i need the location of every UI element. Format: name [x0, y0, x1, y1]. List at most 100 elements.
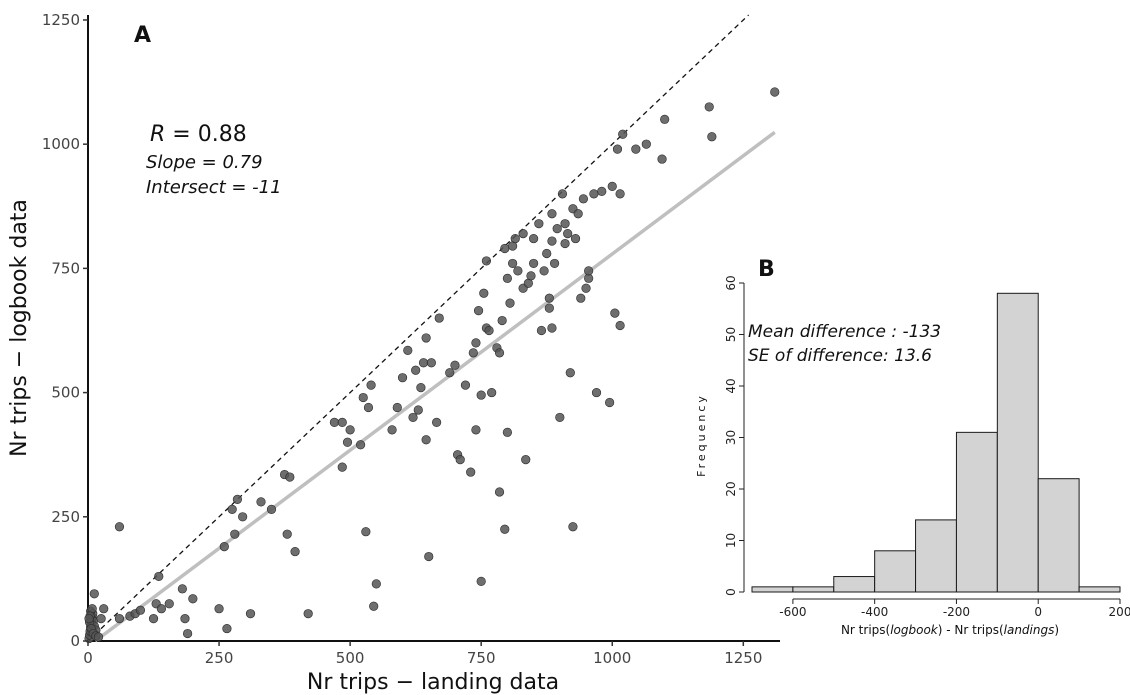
histogram-y-tick-label: 10	[724, 533, 738, 548]
scatter-point	[363, 402, 374, 413]
scatter-y-tick-label: 1250	[42, 11, 80, 29]
scatter-point	[424, 551, 434, 562]
histogram-y-tick-label: 0	[724, 588, 738, 596]
scatter-point	[497, 315, 507, 326]
scatter-point	[534, 219, 544, 229]
scatter-point	[631, 144, 641, 154]
histogram-x-title-logbook: logbook	[890, 623, 939, 637]
scatter-point	[610, 308, 620, 318]
scatter-point	[502, 427, 512, 437]
scatter-point	[547, 236, 557, 246]
scatter-point	[549, 258, 560, 269]
scatter-point	[544, 293, 554, 303]
histogram-x-title-part2: ) - Nr trips(	[938, 623, 1004, 637]
histogram-y-tick-label: 20	[724, 481, 738, 496]
scatter-point	[508, 258, 518, 269]
scatter-point	[214, 604, 224, 614]
scatter-point	[505, 298, 515, 308]
scatter-y-axis-title: Nr trips − logbook data	[7, 199, 32, 457]
se-difference-annotation: SE of difference: 13.6	[748, 346, 932, 366]
scatter-point	[500, 524, 510, 534]
scatter-point	[660, 114, 670, 124]
scatter-point	[392, 402, 402, 413]
scatter-point	[222, 623, 232, 634]
scatter-y-tick-label: 0	[70, 632, 80, 650]
scatter-point	[455, 455, 465, 465]
scatter-point	[411, 365, 421, 375]
scatter-point	[476, 576, 486, 586]
scatter-point	[266, 504, 277, 514]
scatter-point	[576, 293, 586, 303]
scatter-point	[445, 368, 455, 378]
scatter-point	[513, 266, 523, 276]
histogram-bar	[1078, 586, 1121, 593]
scatter-y-tick-label: 1000	[42, 135, 80, 153]
scatter-point	[615, 189, 625, 199]
scatter-point	[560, 238, 570, 249]
histogram-bar	[915, 519, 957, 593]
scatter-point	[227, 504, 237, 514]
scatter-point	[589, 189, 599, 199]
scatter-point	[387, 425, 397, 435]
scatter-point	[421, 435, 431, 445]
scatter-point	[584, 266, 594, 276]
scatter-point	[476, 390, 486, 400]
scatter-point	[547, 209, 557, 219]
scatter-point	[539, 266, 549, 276]
scatter-point	[518, 229, 528, 239]
scatter-point	[618, 129, 628, 139]
scatter-x-tick-label: 1000	[593, 649, 631, 667]
scatter-point	[418, 358, 429, 368]
scatter-point	[84, 614, 94, 624]
histogram-bar	[751, 586, 794, 593]
scatter-point	[114, 614, 125, 624]
histogram-x-title-part1: Nr trips(	[841, 623, 890, 637]
scatter-point	[416, 383, 426, 393]
scatter-point	[578, 194, 589, 204]
scatter-point	[521, 455, 531, 465]
scatter-point	[565, 368, 575, 378]
histogram-bar	[833, 576, 876, 593]
identity-dashed-line	[87, 14, 749, 642]
scatter-point	[290, 546, 300, 557]
scatter-point	[156, 604, 166, 614]
scatter-point	[563, 229, 573, 239]
scatter-point	[358, 392, 368, 403]
scatter-point	[573, 209, 583, 219]
scatter-point	[544, 303, 554, 313]
histogram-x-title-landings: landings	[1004, 623, 1055, 637]
histogram-bar	[792, 586, 835, 593]
scatter-x-tick-label: 750	[467, 649, 496, 667]
scatter-y-tick-label: 750	[51, 259, 80, 277]
scatter-reference-lines	[87, 14, 776, 643]
scatter-y-tick-label: 250	[51, 508, 80, 526]
scatter-point	[408, 412, 418, 423]
histogram-bar	[955, 431, 998, 593]
scatter-point	[707, 132, 717, 142]
scatter-point	[460, 380, 471, 390]
scatter-point	[285, 472, 295, 482]
scatter-point	[500, 243, 510, 254]
histogram-x-title-part3: )	[1054, 623, 1059, 637]
scatter-point	[371, 579, 381, 589]
panel-label-a: A	[134, 23, 151, 48]
scatter-point	[526, 271, 536, 281]
scatter-point	[542, 248, 552, 259]
scatter-point	[657, 154, 667, 164]
scatter-point	[607, 181, 617, 192]
histogram-panel-b: -600 -400 -200 0 200 0 10 20 30 40 50 60 B Mean dif…	[695, 257, 1130, 637]
scatter-point	[568, 522, 578, 532]
scatter-point	[230, 529, 240, 539]
histogram-bar	[996, 292, 1039, 593]
scatter-point	[397, 373, 408, 383]
histogram-x-tick-label: 200	[1109, 605, 1130, 619]
scatter-point	[426, 358, 436, 368]
scatter-point	[432, 417, 442, 427]
scatter-point	[245, 609, 256, 619]
scatter-point	[473, 306, 484, 316]
scatter-points	[84, 87, 780, 644]
scatter-point	[552, 224, 562, 234]
scatter-point	[560, 219, 570, 229]
histogram-bars	[751, 292, 1121, 593]
